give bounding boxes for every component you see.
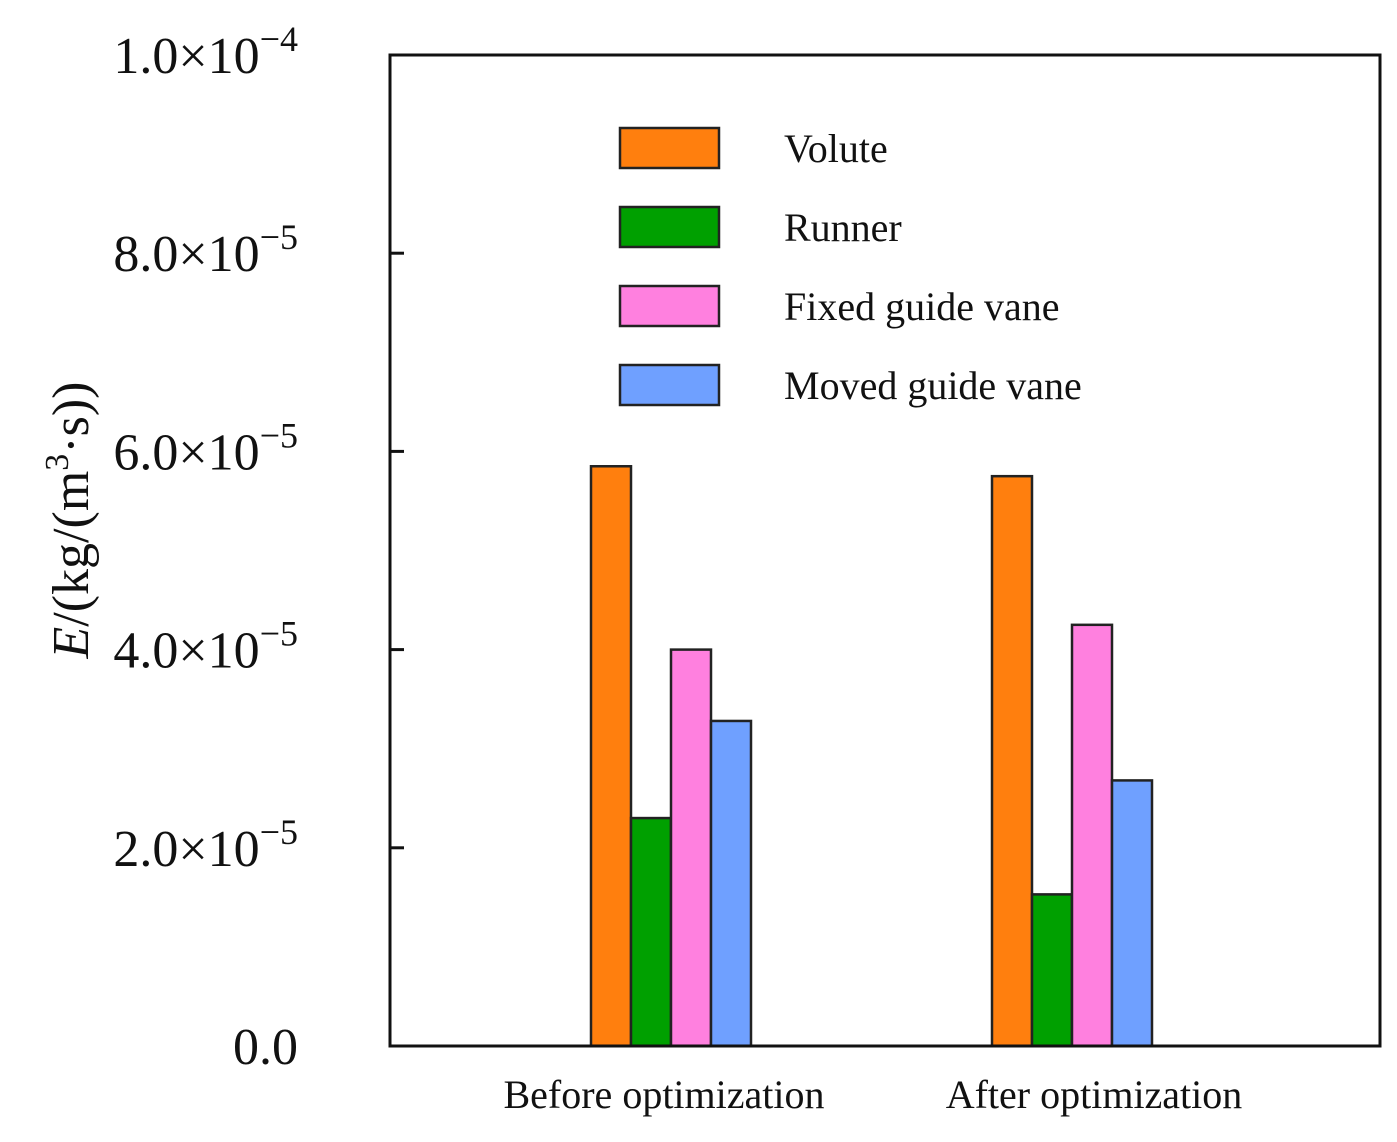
plot-frame: [388, 53, 1382, 1048]
y-tick-mantissa: 6.0×10: [113, 424, 259, 481]
y-tick-exponent: −5: [260, 415, 298, 455]
legend-label-moved-guide-vane: Moved guide vane: [784, 363, 1082, 408]
bar-before-optimization-moved-guide-vane: [709, 719, 753, 1048]
y-tick-label: 1.0×10−4: [113, 19, 298, 85]
y-tick-label: 2.0×10−5: [113, 812, 298, 878]
y-tick-mantissa: 8.0×10: [113, 226, 259, 283]
legend-swatch-fixed-guide-vane: [618, 284, 721, 328]
y-tick-label: 0.0: [233, 1019, 298, 1076]
y-tick-exponent: −5: [260, 812, 298, 852]
y-tick-mantissa: 1.0×10: [113, 28, 259, 85]
bar-after-optimization-fixed-guide-vane: [1070, 623, 1114, 1048]
y-tick-exponent: −5: [260, 217, 298, 257]
y-tick-mantissa: 2.0×10: [113, 821, 259, 878]
y-axis-label: E/(kg/(m3·s)): [39, 382, 100, 660]
x-category-labels: Before optimization After optimization: [503, 1072, 1242, 1117]
legend-label-fixed-guide-vane: Fixed guide vane: [784, 284, 1060, 329]
y-tick-label: 8.0×10−5: [113, 217, 298, 283]
y-tick-exponent: −5: [260, 614, 298, 654]
y-axis-label-superscript: 3: [39, 454, 76, 471]
legend-label-volute: Volute: [784, 126, 888, 171]
y-tick-label: 6.0×10−5: [113, 415, 298, 481]
y-tick-exponent: −4: [260, 19, 298, 59]
x-category-label-before-optimization: Before optimization: [503, 1072, 824, 1117]
bar-after-optimization-runner: [1030, 893, 1074, 1048]
bar-after-optimization-volute: [990, 474, 1034, 1048]
y-tick-mantissa: 0.0: [233, 1019, 298, 1076]
bar-after-optimization-moved-guide-vane: [1110, 779, 1154, 1048]
legend-label-runner: Runner: [784, 205, 902, 250]
y-tick-label: 4.0×10−5: [113, 614, 298, 680]
y-axis-label-suffix: ·s)): [43, 382, 100, 454]
bar-before-optimization-runner: [629, 816, 673, 1048]
y-ticks: 0.02.0×10−54.0×10−56.0×10−58.0×10−51.0×1…: [113, 19, 404, 1076]
bar-before-optimization-volute: [589, 465, 633, 1048]
bars-group: [589, 465, 1154, 1048]
legend-swatch-volute: [618, 126, 721, 170]
y-axis-label-text: /(kg/(m: [43, 471, 100, 627]
legend-swatch-moved-guide-vane: [618, 363, 721, 407]
legend-swatch-runner: [618, 205, 721, 249]
x-category-label-after-optimization: After optimization: [946, 1072, 1243, 1117]
legend: Volute Runner Fixed guide vane Moved guide …: [618, 126, 1082, 408]
y-axis-label-italic: E: [43, 627, 100, 660]
y-tick-mantissa: 4.0×10: [113, 623, 259, 680]
bar-before-optimization-fixed-guide-vane: [669, 648, 713, 1048]
